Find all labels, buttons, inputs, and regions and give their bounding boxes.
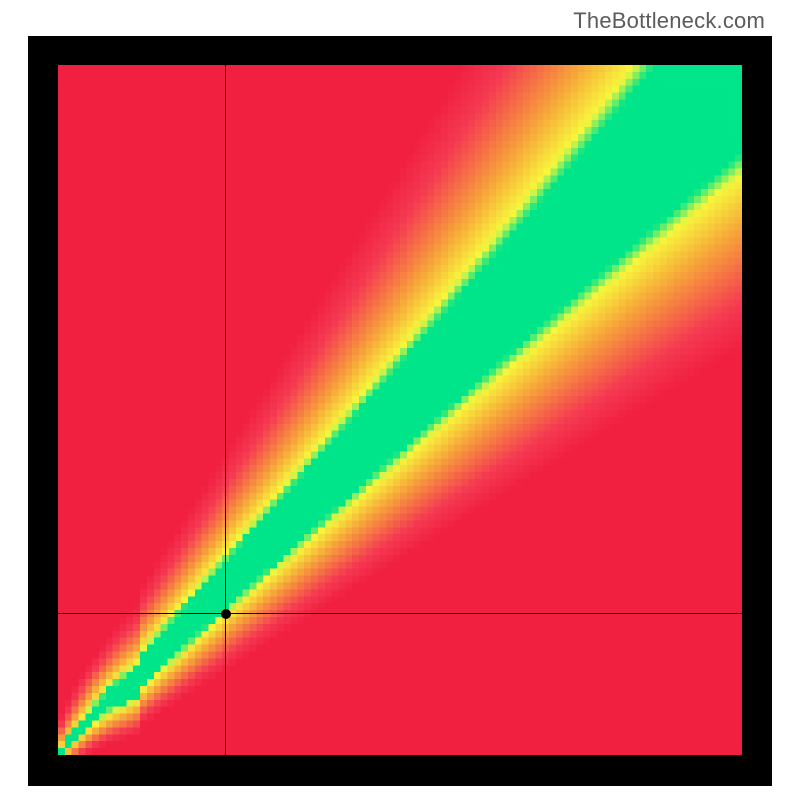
crosshair-horizontal: [58, 613, 742, 614]
selected-point-marker: [221, 609, 231, 619]
crosshair-vertical: [225, 65, 226, 755]
watermark-text: TheBottleneck.com: [573, 8, 765, 34]
heatmap-plot-area: [58, 65, 742, 755]
bottleneck-heatmap-canvas: [58, 65, 742, 755]
